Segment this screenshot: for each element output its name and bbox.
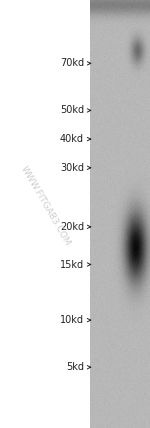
Text: WWW.FITGAB3.COM: WWW.FITGAB3.COM bbox=[18, 164, 72, 247]
Text: 40kd: 40kd bbox=[60, 134, 84, 144]
Text: 50kd: 50kd bbox=[60, 105, 84, 116]
Text: 70kd: 70kd bbox=[60, 58, 84, 68]
Text: 5kd: 5kd bbox=[66, 362, 84, 372]
Text: 15kd: 15kd bbox=[60, 259, 84, 270]
Text: 10kd: 10kd bbox=[60, 315, 84, 325]
Text: 20kd: 20kd bbox=[60, 222, 84, 232]
Text: 30kd: 30kd bbox=[60, 163, 84, 173]
